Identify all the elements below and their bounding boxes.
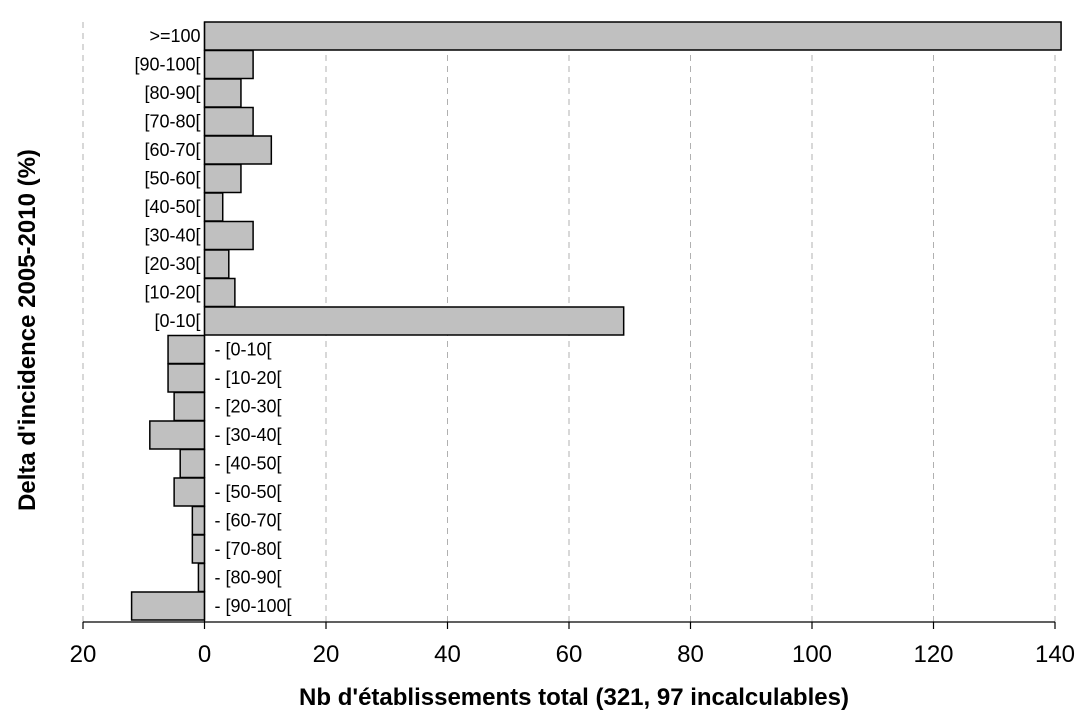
x-tick-label: 60 — [556, 641, 583, 668]
category-label: [60-70[ — [144, 140, 200, 160]
category-label: - [0-10[ — [215, 340, 272, 360]
x-tick-label: 140 — [1035, 641, 1075, 668]
x-tick-label: 80 — [677, 641, 704, 668]
bar — [191, 534, 206, 564]
category-label: [50-60[ — [144, 169, 200, 189]
category-label: [40-50[ — [144, 197, 200, 217]
category-label: - [70-80[ — [215, 539, 282, 559]
bar — [197, 562, 206, 593]
category-label: - [50-50[ — [215, 482, 282, 502]
category-label: - [20-30[ — [215, 397, 282, 417]
bar — [173, 391, 206, 422]
bar — [149, 420, 206, 450]
x-tick-label: 100 — [792, 641, 832, 668]
bar — [203, 192, 224, 222]
bar — [203, 49, 254, 80]
category-label: [20-30[ — [144, 254, 200, 274]
x-axis: 20 0 20 40 60 80 100 120 140 — [70, 22, 1075, 668]
x-tick-label: 120 — [913, 641, 953, 668]
bar — [203, 249, 230, 279]
x-tick-label: 0 — [198, 641, 211, 668]
category-label: - [60-70[ — [215, 511, 282, 531]
bar — [203, 306, 625, 336]
y-axis-title: Delta d'incidence 2005-2010 (%) — [14, 149, 41, 511]
category-label: [0-10[ — [154, 311, 200, 331]
category-labels: >=100 [90-100[ [80-90[ [70-80[ [60-70[ [50-60… — [134, 26, 291, 616]
bar — [191, 505, 206, 536]
bar — [203, 220, 254, 251]
category-label: - [90-100[ — [215, 596, 292, 616]
category-label: [80-90[ — [144, 83, 200, 103]
category-label: [30-40[ — [144, 226, 200, 246]
bar — [203, 163, 242, 194]
bar — [203, 135, 273, 165]
bar — [203, 106, 254, 137]
x-tick-label: 20 — [313, 641, 340, 668]
bar — [203, 21, 1062, 51]
bar — [130, 591, 206, 621]
x-tick-label: 20 — [70, 641, 97, 668]
x-tick-label: 40 — [434, 641, 461, 668]
bar — [203, 78, 242, 108]
bar — [167, 363, 206, 393]
category-label: - [10-20[ — [215, 368, 282, 388]
category-label: [90-100[ — [134, 55, 200, 75]
bar — [179, 448, 206, 479]
category-label: [70-80[ — [144, 112, 200, 132]
category-label: - [80-90[ — [215, 568, 282, 588]
category-label: >=100 — [149, 26, 200, 46]
category-label: - [30-40[ — [215, 425, 282, 445]
bar — [203, 277, 236, 308]
bar — [167, 334, 206, 365]
bar — [173, 477, 206, 507]
category-label: - [40-50[ — [215, 454, 282, 474]
x-axis-title: Nb d'établissements total (321, 97 incal… — [299, 684, 849, 711]
category-label: [10-20[ — [144, 283, 200, 303]
